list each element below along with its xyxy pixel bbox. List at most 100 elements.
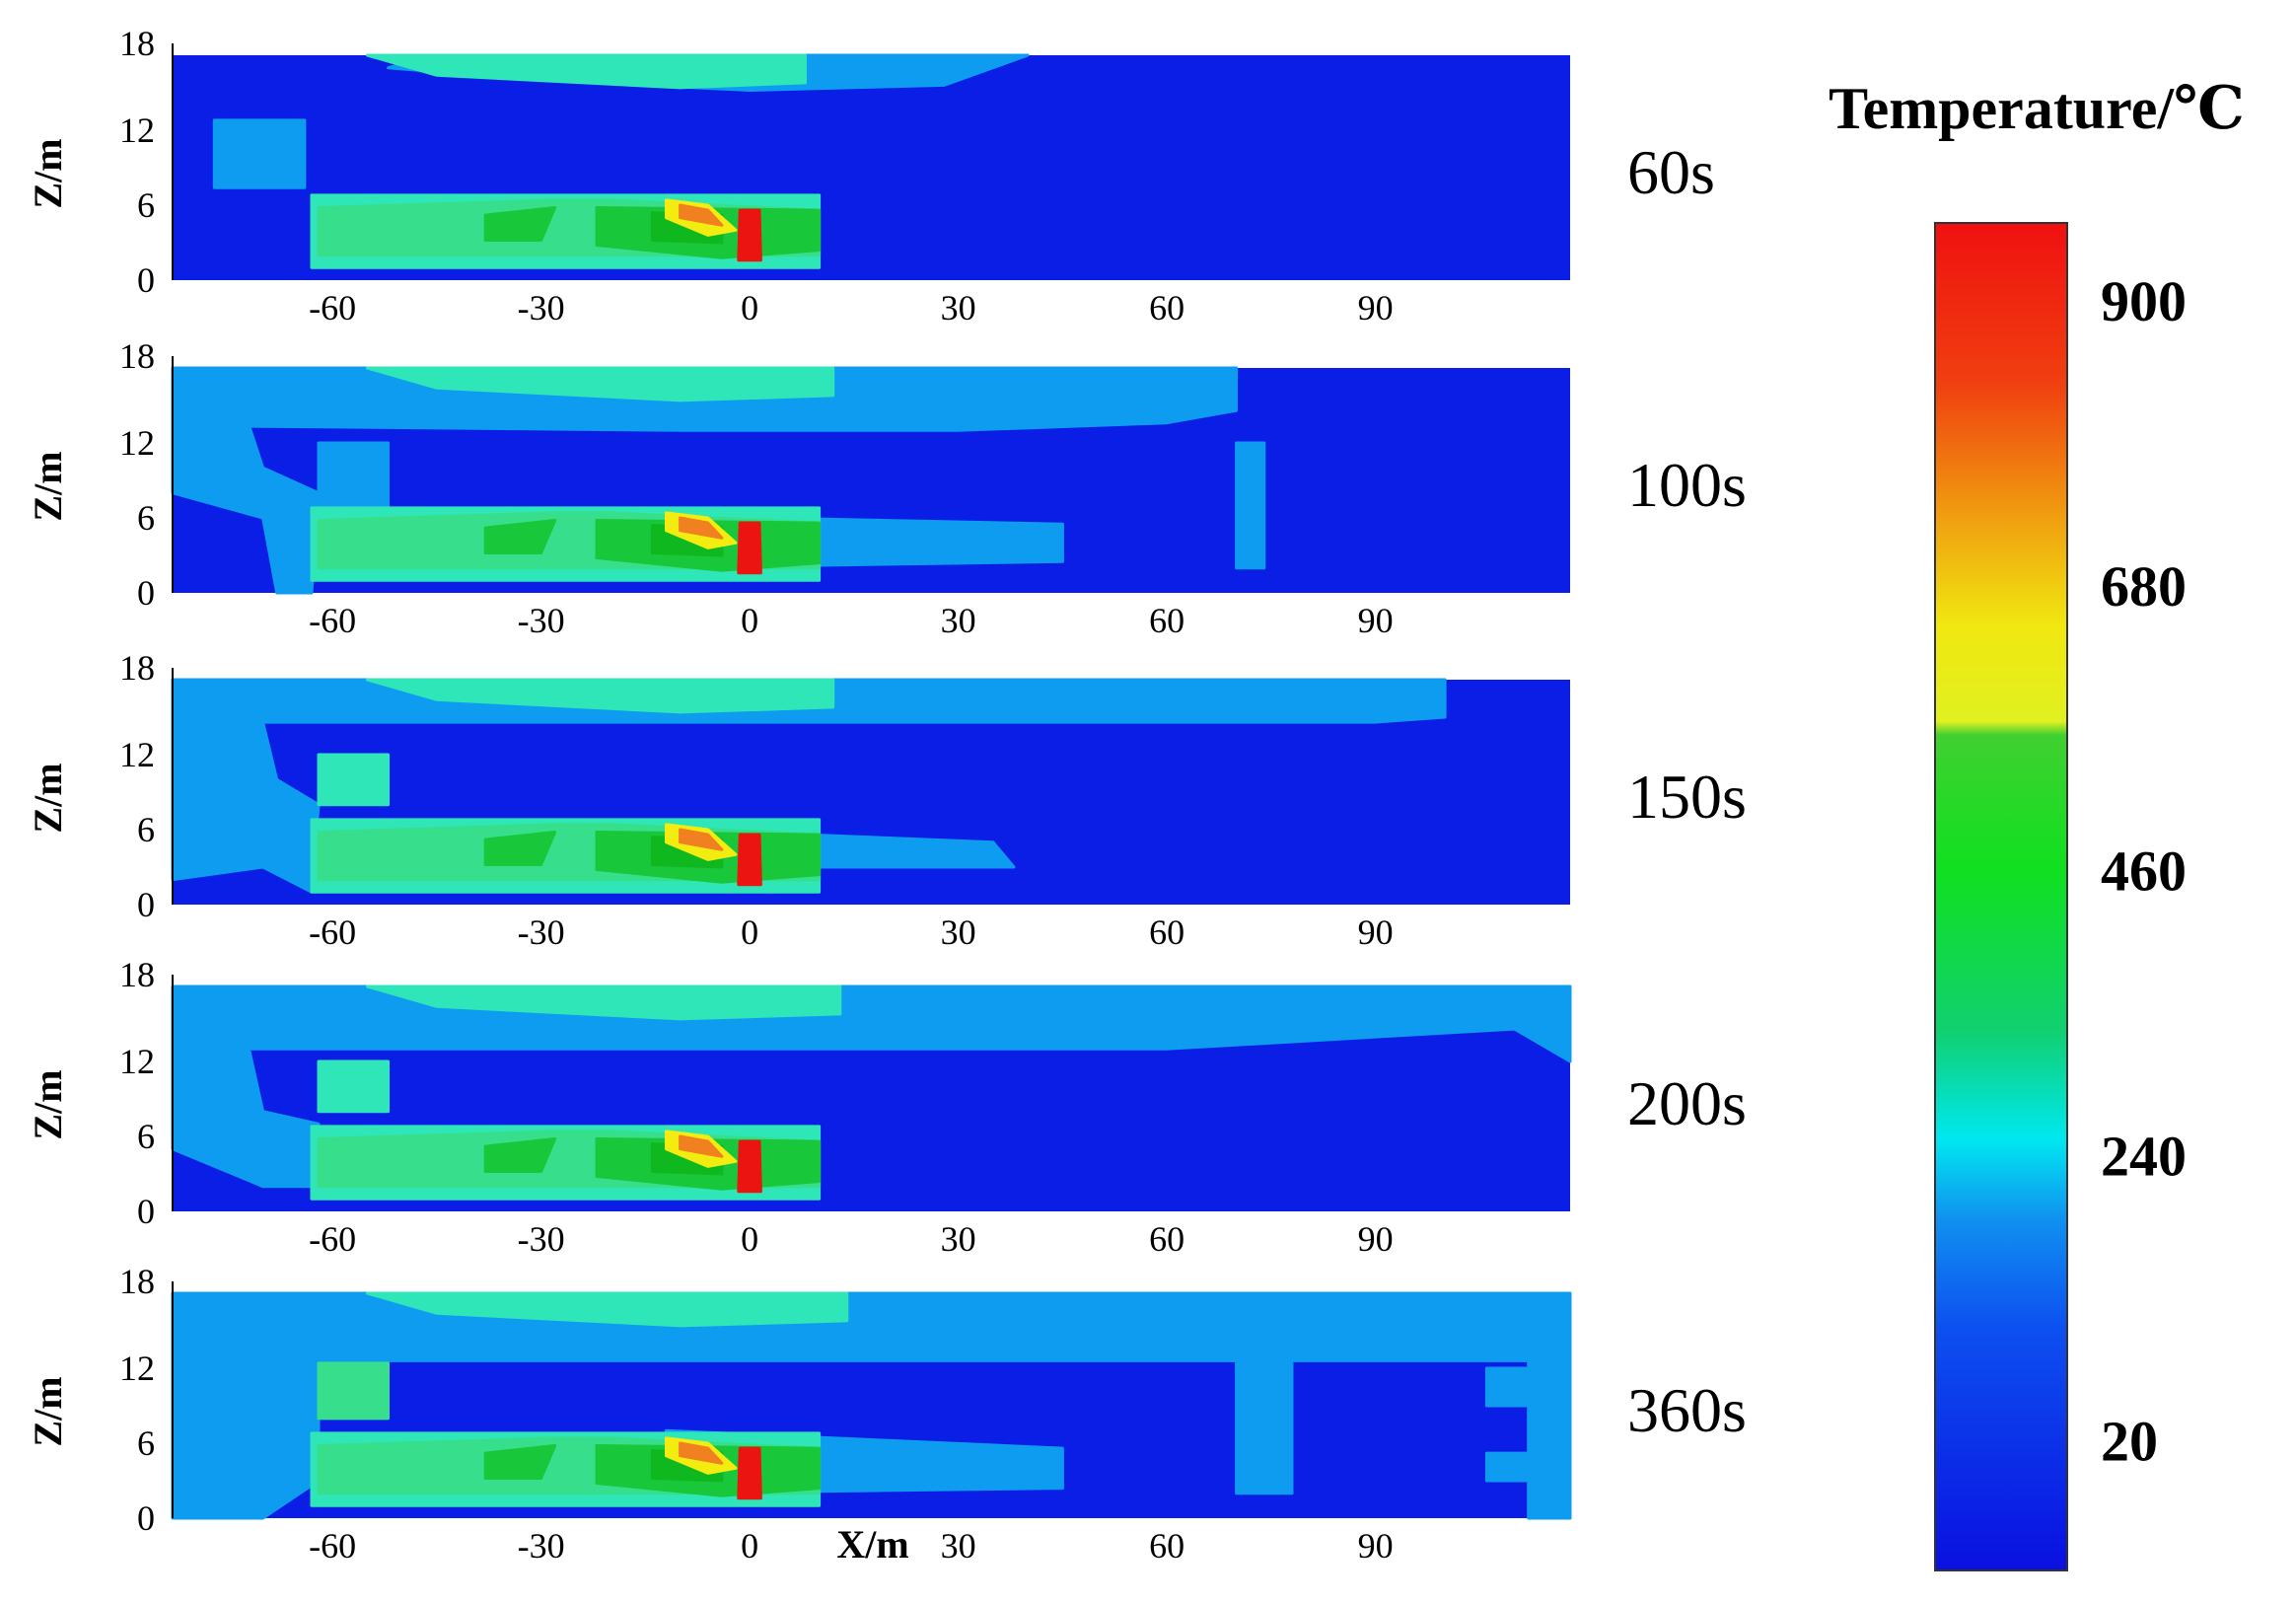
contour-region: [483, 519, 557, 554]
contour-region: [737, 521, 762, 575]
y-tick-label: 0: [137, 260, 155, 300]
contour-panel-60s: 0 6 12 18 -60 -30 0 30 60 90 Z/m 60s: [26, 24, 1715, 328]
contour-region: [737, 208, 762, 262]
contour-region: [679, 203, 724, 227]
x-tick-label: 0: [741, 288, 758, 328]
contour-panel-100s: 0 6 12 18 -60 -30 0 30 60 90 Z/m 100s: [26, 336, 1747, 640]
x-tick-label: 60: [1149, 912, 1184, 952]
x-tick-label: 30: [941, 601, 976, 640]
x-tick-label: 90: [1358, 288, 1394, 328]
x-tick-label: -30: [518, 1526, 565, 1566]
x-tick-label: -30: [518, 1219, 565, 1259]
x-tick-label: 60: [1149, 288, 1184, 328]
contour-region: [317, 1059, 390, 1114]
contour-region: [212, 118, 307, 189]
contour-region: [317, 1361, 390, 1421]
y-tick-label: 18: [119, 24, 155, 63]
y-axis-title: Z/m: [26, 1069, 70, 1139]
y-axis-title: Z/m: [26, 138, 70, 208]
x-tick-label: 60: [1149, 601, 1184, 640]
x-tick-label: 30: [941, 912, 976, 952]
colorbar-tick-label: 20: [2101, 1410, 2158, 1474]
x-tick-label: 0: [741, 912, 758, 952]
contour-region: [365, 366, 835, 402]
y-tick-label: 18: [119, 336, 155, 376]
contour-region: [171, 423, 321, 595]
contour-region: [1484, 1366, 1531, 1408]
contour-region: [483, 1444, 557, 1480]
contour-region: [365, 53, 807, 90]
contour-panel-150s: 0 6 12 18 -60 -30 0 30 60 90 Z/m 150s: [26, 648, 1747, 952]
y-axis-title: Z/m: [26, 763, 70, 833]
contour-region: [483, 831, 557, 866]
y-tick-label: 6: [137, 185, 155, 225]
contour-region: [171, 1291, 1572, 1520]
y-tick-label: 18: [119, 648, 155, 688]
x-axis-title: X/m: [836, 1522, 908, 1567]
x-tick-label: 30: [941, 1526, 976, 1566]
time-label: 360s: [1627, 1375, 1747, 1445]
x-tick-label: 90: [1358, 1526, 1394, 1566]
x-tick-label: -60: [309, 912, 356, 952]
contour-region: [317, 753, 390, 807]
y-tick-label: 6: [137, 1117, 155, 1156]
x-tick-label: 90: [1358, 601, 1394, 640]
x-tick-label: -60: [309, 601, 356, 640]
x-tick-label: 30: [941, 1219, 976, 1259]
colorbar-tick-label: 680: [2101, 554, 2187, 619]
x-tick-label: 0: [741, 1219, 758, 1259]
contour-region: [365, 1291, 849, 1328]
time-label: 150s: [1627, 762, 1747, 832]
y-tick-label: 0: [137, 573, 155, 613]
x-tick-label: 60: [1149, 1219, 1184, 1259]
y-tick-label: 12: [119, 1042, 155, 1081]
contour-region: [1235, 1361, 1294, 1495]
y-tick-label: 6: [137, 498, 155, 538]
y-tick-label: 6: [137, 1423, 155, 1463]
x-tick-label: -60: [309, 1219, 356, 1259]
colorbar-tick-label: 240: [2101, 1125, 2187, 1189]
contour-region: [679, 1441, 724, 1465]
x-tick-label: -30: [518, 288, 565, 328]
y-tick-label: 18: [119, 1262, 155, 1301]
y-tick-label: 6: [137, 810, 155, 849]
contour-region: [679, 1134, 724, 1158]
x-tick-label: 30: [941, 288, 976, 328]
x-tick-label: -60: [309, 288, 356, 328]
contour-panel-360s: 0 6 12 18 -60 -30 0 30 60 90 Z/m 360s: [26, 1262, 1747, 1566]
contour-panel-200s: 0 6 12 18 -60 -30 0 30 60 90 Z/m 200s: [26, 955, 1747, 1259]
contour-region: [737, 1446, 762, 1500]
colorbar: Temperature/℃ 900 680 460 240 20: [1829, 76, 2245, 1571]
contour-region: [365, 678, 835, 714]
contour-region: [1484, 1451, 1531, 1483]
x-tick-label: 0: [741, 601, 758, 640]
time-label: 200s: [1627, 1068, 1747, 1138]
colorbar-tick-label: 460: [2101, 839, 2187, 904]
colorbar-tick-label: 900: [2101, 269, 2187, 333]
colorbar-title: Temperature/℃: [1829, 76, 2245, 141]
y-tick-label: 0: [137, 885, 155, 924]
contour-region: [365, 984, 842, 1021]
time-label: 100s: [1627, 450, 1747, 520]
y-tick-label: 12: [119, 1349, 155, 1388]
x-tick-label: -30: [518, 912, 565, 952]
y-tick-label: 12: [119, 423, 155, 463]
time-label: 60s: [1627, 137, 1715, 207]
contour-region: [737, 833, 762, 887]
contour-region: [679, 516, 724, 540]
y-tick-label: 18: [119, 955, 155, 994]
x-tick-label: -30: [518, 601, 565, 640]
colorbar-gradient: [1934, 222, 2068, 1571]
contour-region: [483, 1137, 557, 1173]
y-axis-title: Z/m: [26, 451, 70, 521]
x-tick-label: 0: [741, 1526, 758, 1566]
x-tick-label: 90: [1358, 912, 1394, 952]
contour-region: [1235, 441, 1266, 570]
x-tick-label: 90: [1358, 1219, 1394, 1259]
contour-region: [483, 206, 557, 242]
y-tick-label: 12: [119, 110, 155, 150]
contour-region: [679, 828, 724, 851]
y-tick-label: 12: [119, 735, 155, 774]
y-tick-label: 0: [137, 1498, 155, 1538]
